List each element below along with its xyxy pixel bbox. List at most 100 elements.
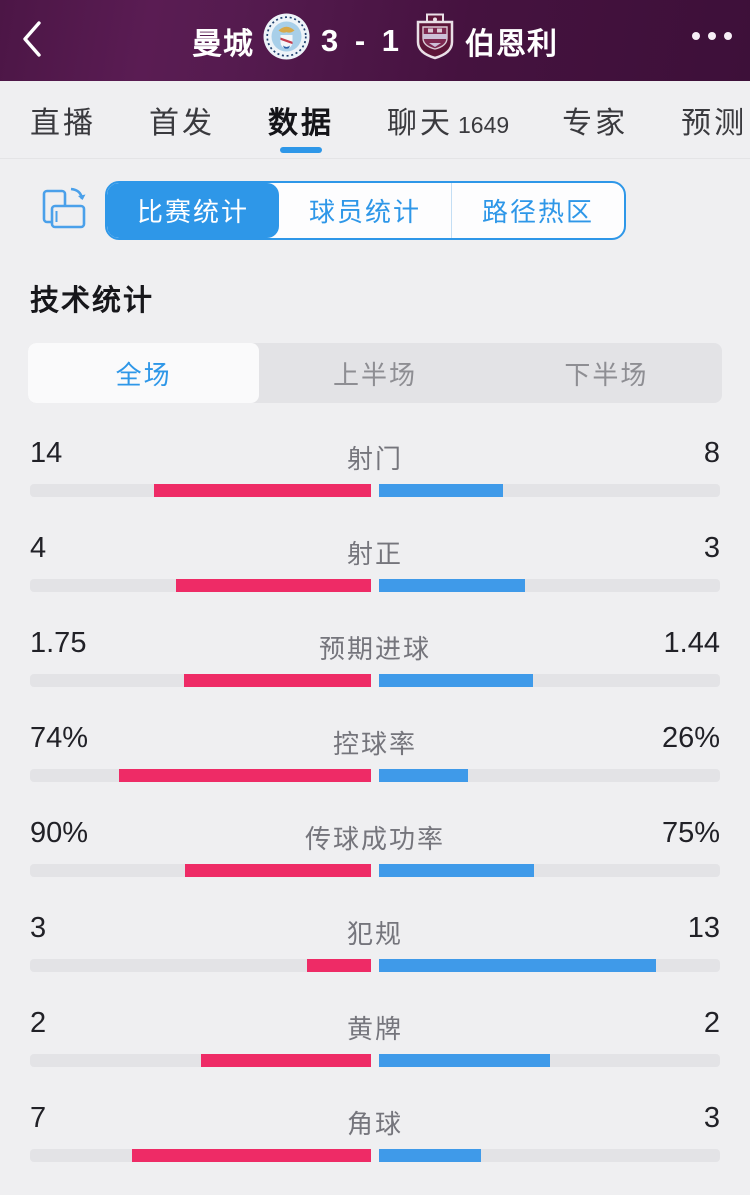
stat-bar (30, 484, 720, 497)
away-bar (379, 769, 468, 782)
bar-center-gap (371, 1054, 379, 1067)
tab-live[interactable]: 直播 (30, 106, 96, 140)
away-track (379, 1054, 720, 1067)
period-first-half[interactable]: 上半场 (332, 359, 417, 390)
tab-lineups[interactable]: 首发 (149, 106, 215, 140)
period-second-half[interactable]: 下半场 (564, 359, 649, 390)
home-value: 2 (30, 1007, 47, 1039)
home-track (30, 1149, 371, 1162)
away-value: 26% (661, 722, 720, 754)
more-button[interactable] (692, 32, 732, 40)
period-full[interactable]: 全场 (28, 343, 260, 403)
nav-tabs: 直播 首发 数据 聊天 1649 专家 预测 (0, 81, 750, 159)
home-bar (118, 769, 371, 782)
away-bar (379, 1054, 550, 1067)
stat-label: 射正 (346, 539, 404, 569)
stat-label: 角球 (346, 1109, 404, 1139)
tab-experts[interactable]: 专家 (562, 106, 629, 140)
home-track (30, 579, 371, 592)
away-value: 13 (687, 912, 720, 944)
stat-bar (30, 674, 720, 687)
subtab-player-stats[interactable]: 球员统计 (309, 196, 422, 227)
stat-row: 2 黄牌 2 (0, 989, 750, 1084)
stat-label: 犯规 (346, 919, 404, 949)
home-track (30, 769, 371, 782)
home-value: 1.75 (30, 627, 87, 659)
stat-label: 黄牌 (346, 1014, 404, 1044)
stat-row: 1.75 预期进球 1.44 (0, 609, 750, 704)
home-track (30, 959, 371, 972)
stat-label: 传球成功率 (304, 824, 446, 854)
bar-center-gap (371, 579, 379, 592)
away-track (379, 1149, 720, 1162)
tab-prediction[interactable]: 预测 (681, 106, 748, 140)
away-bar (379, 864, 534, 877)
away-bar (379, 959, 657, 972)
subtab-match-stats[interactable]: 比赛统计 (107, 182, 280, 238)
away-value: 3 (703, 532, 720, 564)
chevron-left-icon (18, 18, 46, 65)
home-value: 4 (30, 532, 47, 564)
tab-chat[interactable]: 聊天 1649 (387, 106, 510, 140)
subtab-heatmap[interactable]: 路径热区 (482, 196, 595, 227)
bar-center-gap (371, 959, 379, 972)
manchester-city-badge-icon (263, 13, 310, 68)
stat-label: 预期进球 (318, 634, 432, 664)
home-bar (307, 959, 371, 972)
period-segment: 全场 上半场 下半场 (28, 343, 722, 403)
stat-row: 90% 传球成功率 75% (0, 799, 750, 894)
home-value: 3 (30, 912, 47, 944)
home-bar (176, 579, 371, 592)
stat-bar (30, 864, 720, 877)
away-bar (379, 674, 533, 687)
chat-count-badge: 1649 (458, 111, 510, 138)
home-value: 74% (30, 722, 89, 754)
away-track (379, 769, 720, 782)
back-button[interactable] (18, 20, 48, 62)
stat-bar (30, 1149, 720, 1162)
stat-tabs-group: 比赛统计 球员统计 路径热区 (105, 180, 627, 240)
away-value: 8 (703, 437, 720, 469)
away-track (379, 864, 720, 877)
stat-row: 3 犯规 13 (0, 894, 750, 989)
away-value: 2 (703, 1007, 720, 1039)
stat-bar (30, 769, 720, 782)
home-track (30, 674, 371, 687)
ellipsis-icon (692, 32, 700, 40)
match-title: 曼城 3 - 1 (192, 13, 558, 68)
match-header: 曼城 3 - 1 (0, 0, 750, 81)
bar-center-gap (371, 674, 379, 687)
bar-center-gap (371, 1149, 379, 1162)
rotate-screen-icon[interactable] (38, 183, 92, 238)
tab-data[interactable]: 数据 (268, 98, 334, 142)
match-score: 3 - 1 (320, 22, 404, 58)
home-track (30, 484, 371, 497)
section-title: 技术统计 (30, 285, 155, 317)
away-track (379, 484, 720, 497)
home-bar (154, 484, 371, 497)
stat-subtab-row: 比赛统计 球员统计 路径热区 (38, 179, 750, 241)
home-bar (200, 1054, 371, 1067)
stat-row: 4 射正 3 (0, 514, 750, 609)
away-bar (379, 579, 526, 592)
stat-label: 射门 (346, 444, 404, 474)
home-bar (183, 674, 371, 687)
home-track (30, 1054, 371, 1067)
bar-center-gap (371, 864, 379, 877)
subtab-divider (451, 182, 453, 238)
stat-row: 74% 控球率 26% (0, 704, 750, 799)
stats-list: 14 射门 8 4 射正 3 1.75 预期进球 1.44 (0, 419, 750, 1179)
home-track (30, 864, 371, 877)
stat-bar (30, 959, 720, 972)
stat-bar (30, 579, 720, 592)
away-value: 3 (703, 1102, 720, 1134)
stat-label: 控球率 (332, 729, 418, 759)
away-value: 1.44 (663, 627, 720, 659)
away-track (379, 959, 720, 972)
home-team-name: 曼城 (191, 27, 254, 61)
stat-row: 7 角球 3 (0, 1084, 750, 1179)
away-bar (379, 484, 503, 497)
home-bar (185, 864, 371, 877)
away-team-name: 伯恩利 (465, 27, 559, 61)
bar-center-gap (371, 769, 379, 782)
